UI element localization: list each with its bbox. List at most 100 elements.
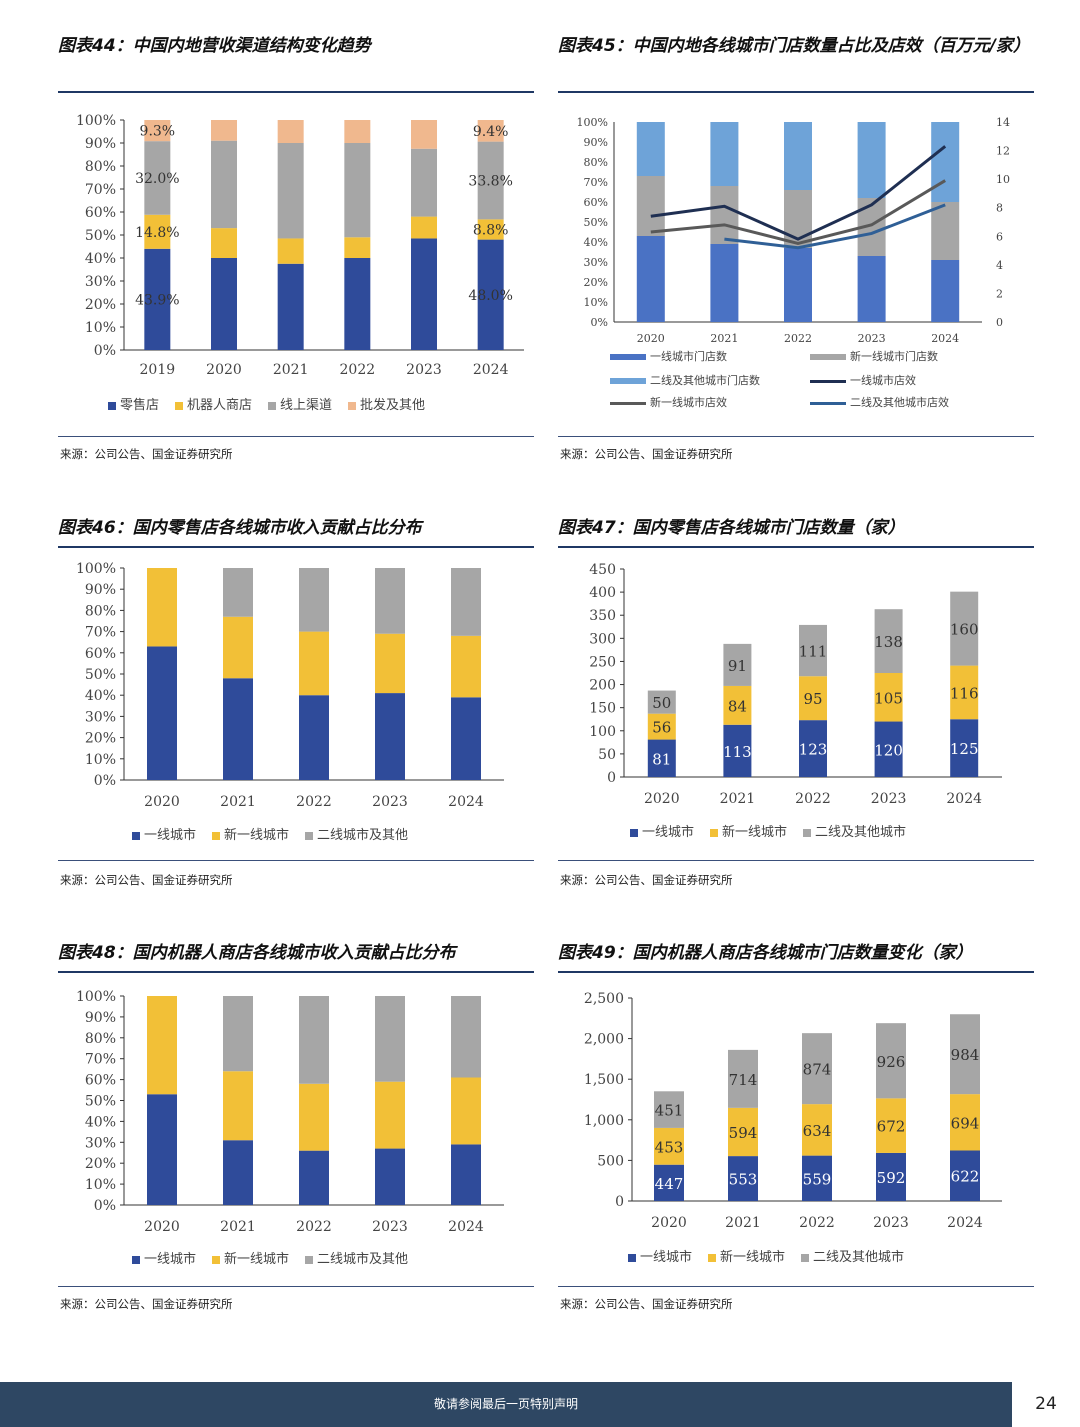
y-tick-label: 50 (598, 747, 616, 763)
bar-segment (144, 141, 171, 215)
y-tick-label: 1,000 (584, 1113, 624, 1129)
bar-segment (375, 1081, 405, 1149)
legend-swatch (610, 354, 646, 360)
y-tick-label: 20% (85, 297, 116, 313)
bar-segment (728, 1107, 758, 1157)
y-tick-label: 0 (615, 1194, 624, 1210)
y-tick-label: 70% (584, 176, 608, 189)
x-tick-label: 2020 (637, 332, 665, 345)
y2-tick-label: 4 (996, 259, 1003, 272)
bar-segment (723, 643, 752, 686)
y-tick-label: 50% (85, 667, 116, 683)
bar-segment (802, 1155, 832, 1201)
y-tick-label: 50% (85, 228, 116, 244)
legend-label: 新一线城市 (722, 825, 788, 840)
y-tick-label: 10% (85, 320, 116, 336)
bar-segment (802, 1033, 832, 1105)
bar-segment (950, 665, 979, 720)
legend-c45: 一线城市门店数 新一线城市门店数 二线及其他城市门店数 一线城市店效 新一线城市店效 二线… (610, 348, 1030, 418)
bar-segment (277, 120, 304, 143)
bar-segment (710, 186, 739, 244)
legend-label: 二线城市及其他 (317, 828, 409, 843)
legend-item: 新一线城市 (212, 1252, 289, 1267)
data-label: 447 (655, 1175, 684, 1193)
data-label: 9.4% (473, 124, 509, 140)
legend-label: 线上渠道 (280, 398, 333, 413)
legend-swatch (610, 401, 646, 405)
y2-tick-label: 8 (996, 202, 1003, 215)
y2-tick-label: 12 (996, 145, 1010, 158)
legend-label: 零售店 (120, 398, 160, 413)
chart-c47: 0 50 100 150 200 250 300 350 400 450 81 56 50 2020 113… (589, 562, 1002, 807)
y-tick-label: 90% (85, 582, 116, 598)
legend-item: 二线及其他城市店效 (810, 394, 949, 410)
bottom-rule (558, 436, 1034, 437)
y-tick-label: 450 (589, 562, 616, 578)
y-tick-label: 90% (85, 1010, 116, 1026)
y-tick-label: 50% (584, 216, 608, 229)
legend-c47: 一线城市 新一线城市 二线及其他城市 (630, 821, 922, 840)
title-rule (58, 971, 534, 973)
data-label: 125 (950, 740, 979, 758)
y-tick-label: 80% (85, 1031, 116, 1047)
bar-segment (636, 176, 665, 236)
legend-item: 二线城市及其他 (305, 1252, 408, 1267)
bar-segment (223, 616, 253, 679)
y-tick-label: 90% (584, 136, 608, 149)
bar-segment (299, 996, 329, 1084)
y-tick-label: 350 (589, 608, 616, 624)
legend-label: 一线城市 (642, 825, 695, 840)
bar-segment (375, 693, 405, 780)
y-tick-label: 1,500 (584, 1072, 624, 1088)
bottom-rule (58, 860, 534, 861)
data-label: 594 (729, 1124, 758, 1142)
y-tick-label: 100% (76, 561, 116, 577)
data-label: 874 (803, 1061, 832, 1079)
x-tick-label: 2021 (220, 1219, 256, 1235)
y-tick-label: 0 (607, 770, 616, 786)
legend-label: 新一线城市 (224, 1252, 290, 1267)
y-tick-label: 70% (85, 1052, 116, 1068)
legend-swatch (810, 401, 846, 405)
x-tick-label: 2022 (799, 1215, 835, 1231)
legend-label: 一线城市 (640, 1250, 693, 1265)
bar-segment (223, 678, 253, 780)
title-rule (58, 546, 534, 548)
bar-segment (477, 120, 504, 142)
legend-item: 新一线城市 (710, 825, 787, 840)
x-tick-label: 2019 (140, 362, 176, 378)
chart-title: 图表44：中国内地营收渠道结构变化趋势 (58, 36, 371, 56)
y-tick-label: 30% (85, 274, 116, 290)
chart-title: 图表47：国内零售店各线城市门店数量（家） (558, 518, 905, 538)
x-tick-label: 2023 (372, 1219, 408, 1235)
x-tick-label: 2024 (473, 362, 509, 378)
bar-segment (654, 1091, 684, 1128)
bar-segment (654, 1164, 684, 1201)
legend-item: 二线及其他城市门店数 (610, 372, 760, 388)
data-label: 926 (877, 1053, 906, 1071)
legend-swatch (710, 828, 719, 837)
bar-segment (451, 1077, 481, 1145)
bottom-rule (58, 1286, 534, 1287)
series-line (650, 179, 946, 245)
bar-segment (876, 1098, 906, 1153)
y-tick-label: 30% (85, 709, 116, 725)
bar-segment (784, 122, 812, 190)
bar-segment (799, 624, 827, 677)
legend-swatch (610, 378, 646, 384)
bar-segment (931, 202, 960, 260)
legend-label: 机器人商店 (187, 398, 253, 413)
legend-item: 一线城市 (132, 828, 196, 843)
bar-segment (874, 673, 903, 722)
bar-segment (451, 568, 481, 636)
x-tick-label: 2022 (340, 362, 376, 378)
x-tick-label: 2021 (720, 791, 756, 807)
bar-segment (636, 122, 665, 176)
legend-label: 批发及其他 (360, 398, 426, 413)
y2-tick-label: 0 (996, 316, 1003, 329)
data-label: 105 (874, 689, 903, 707)
bar-segment (344, 258, 371, 350)
x-tick-label: 2023 (873, 1215, 909, 1231)
legend-label: 新一线城市店效 (650, 396, 727, 409)
bar-segment (223, 1071, 253, 1141)
